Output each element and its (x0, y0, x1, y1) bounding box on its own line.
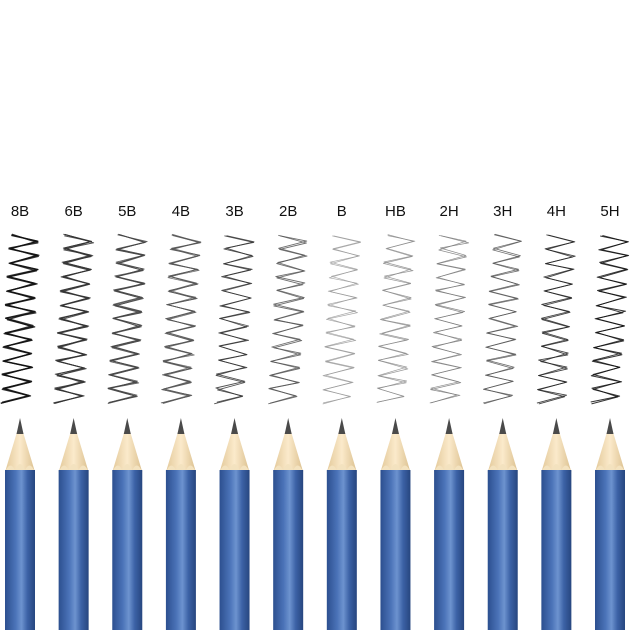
pencil-body (595, 470, 625, 630)
scribble (107, 234, 148, 404)
scribble (483, 234, 522, 404)
pencil-body (219, 470, 250, 630)
scribble (322, 235, 361, 404)
grade-label: 5B (118, 203, 136, 220)
pencil-wood (595, 432, 625, 472)
grade-label: 4B (172, 203, 190, 220)
pencil-wood (219, 432, 250, 472)
pencil-lead (391, 418, 399, 434)
pencil-lead (16, 418, 24, 434)
pencil-lead (445, 418, 453, 434)
pencil-lead (552, 418, 560, 434)
scribble (590, 235, 630, 403)
pencil-lead (606, 418, 614, 434)
scribble (54, 235, 94, 404)
grade-label: 8B (11, 203, 29, 220)
pencil-lead (123, 418, 131, 434)
pencil-lead (284, 418, 292, 434)
scribble (591, 235, 629, 405)
grade-label: 3B (225, 203, 243, 220)
scribble (214, 235, 255, 405)
scribble (429, 235, 467, 404)
pencil-body (380, 470, 411, 630)
scribble (1, 233, 39, 403)
pencil-body (58, 470, 89, 630)
scribble (536, 234, 576, 404)
grade-label: 6B (64, 203, 82, 220)
grade-label: 5H (600, 203, 619, 220)
pencil-wood (541, 432, 572, 472)
pencil-wood (326, 432, 357, 472)
pencil-wood (5, 432, 35, 472)
pencil-lead (177, 418, 185, 434)
pencil-body (273, 470, 304, 630)
pencil-wood (58, 432, 89, 472)
pencil-body (5, 470, 35, 630)
pencil-wood (487, 432, 518, 472)
pencil-wood (165, 432, 196, 472)
pencil-body (434, 470, 465, 630)
grade-label: 3H (493, 203, 512, 220)
pencil-body (165, 470, 196, 630)
grade-label: 2B (279, 203, 297, 220)
scribble (215, 235, 255, 403)
pencil-wood (112, 432, 143, 472)
pencil-wood (434, 432, 465, 472)
grade-label: 4H (547, 203, 566, 220)
scribble (162, 234, 202, 404)
scribble (483, 233, 522, 405)
grade-label: HB (385, 203, 406, 220)
pencil-lead (338, 418, 346, 434)
pencil-body (541, 470, 572, 630)
pencil-lead (231, 418, 239, 434)
scribble (268, 235, 308, 405)
pencil-wood (380, 432, 411, 472)
scribble (376, 234, 414, 403)
pencil-lead (499, 418, 507, 434)
pencil-body (112, 470, 143, 630)
grade-label: 2H (439, 203, 458, 220)
pencil-body (487, 470, 518, 630)
grade-label: B (337, 203, 347, 220)
pencil-body (326, 470, 357, 630)
pencil-wood (273, 432, 304, 472)
pencil-lead (70, 418, 78, 434)
